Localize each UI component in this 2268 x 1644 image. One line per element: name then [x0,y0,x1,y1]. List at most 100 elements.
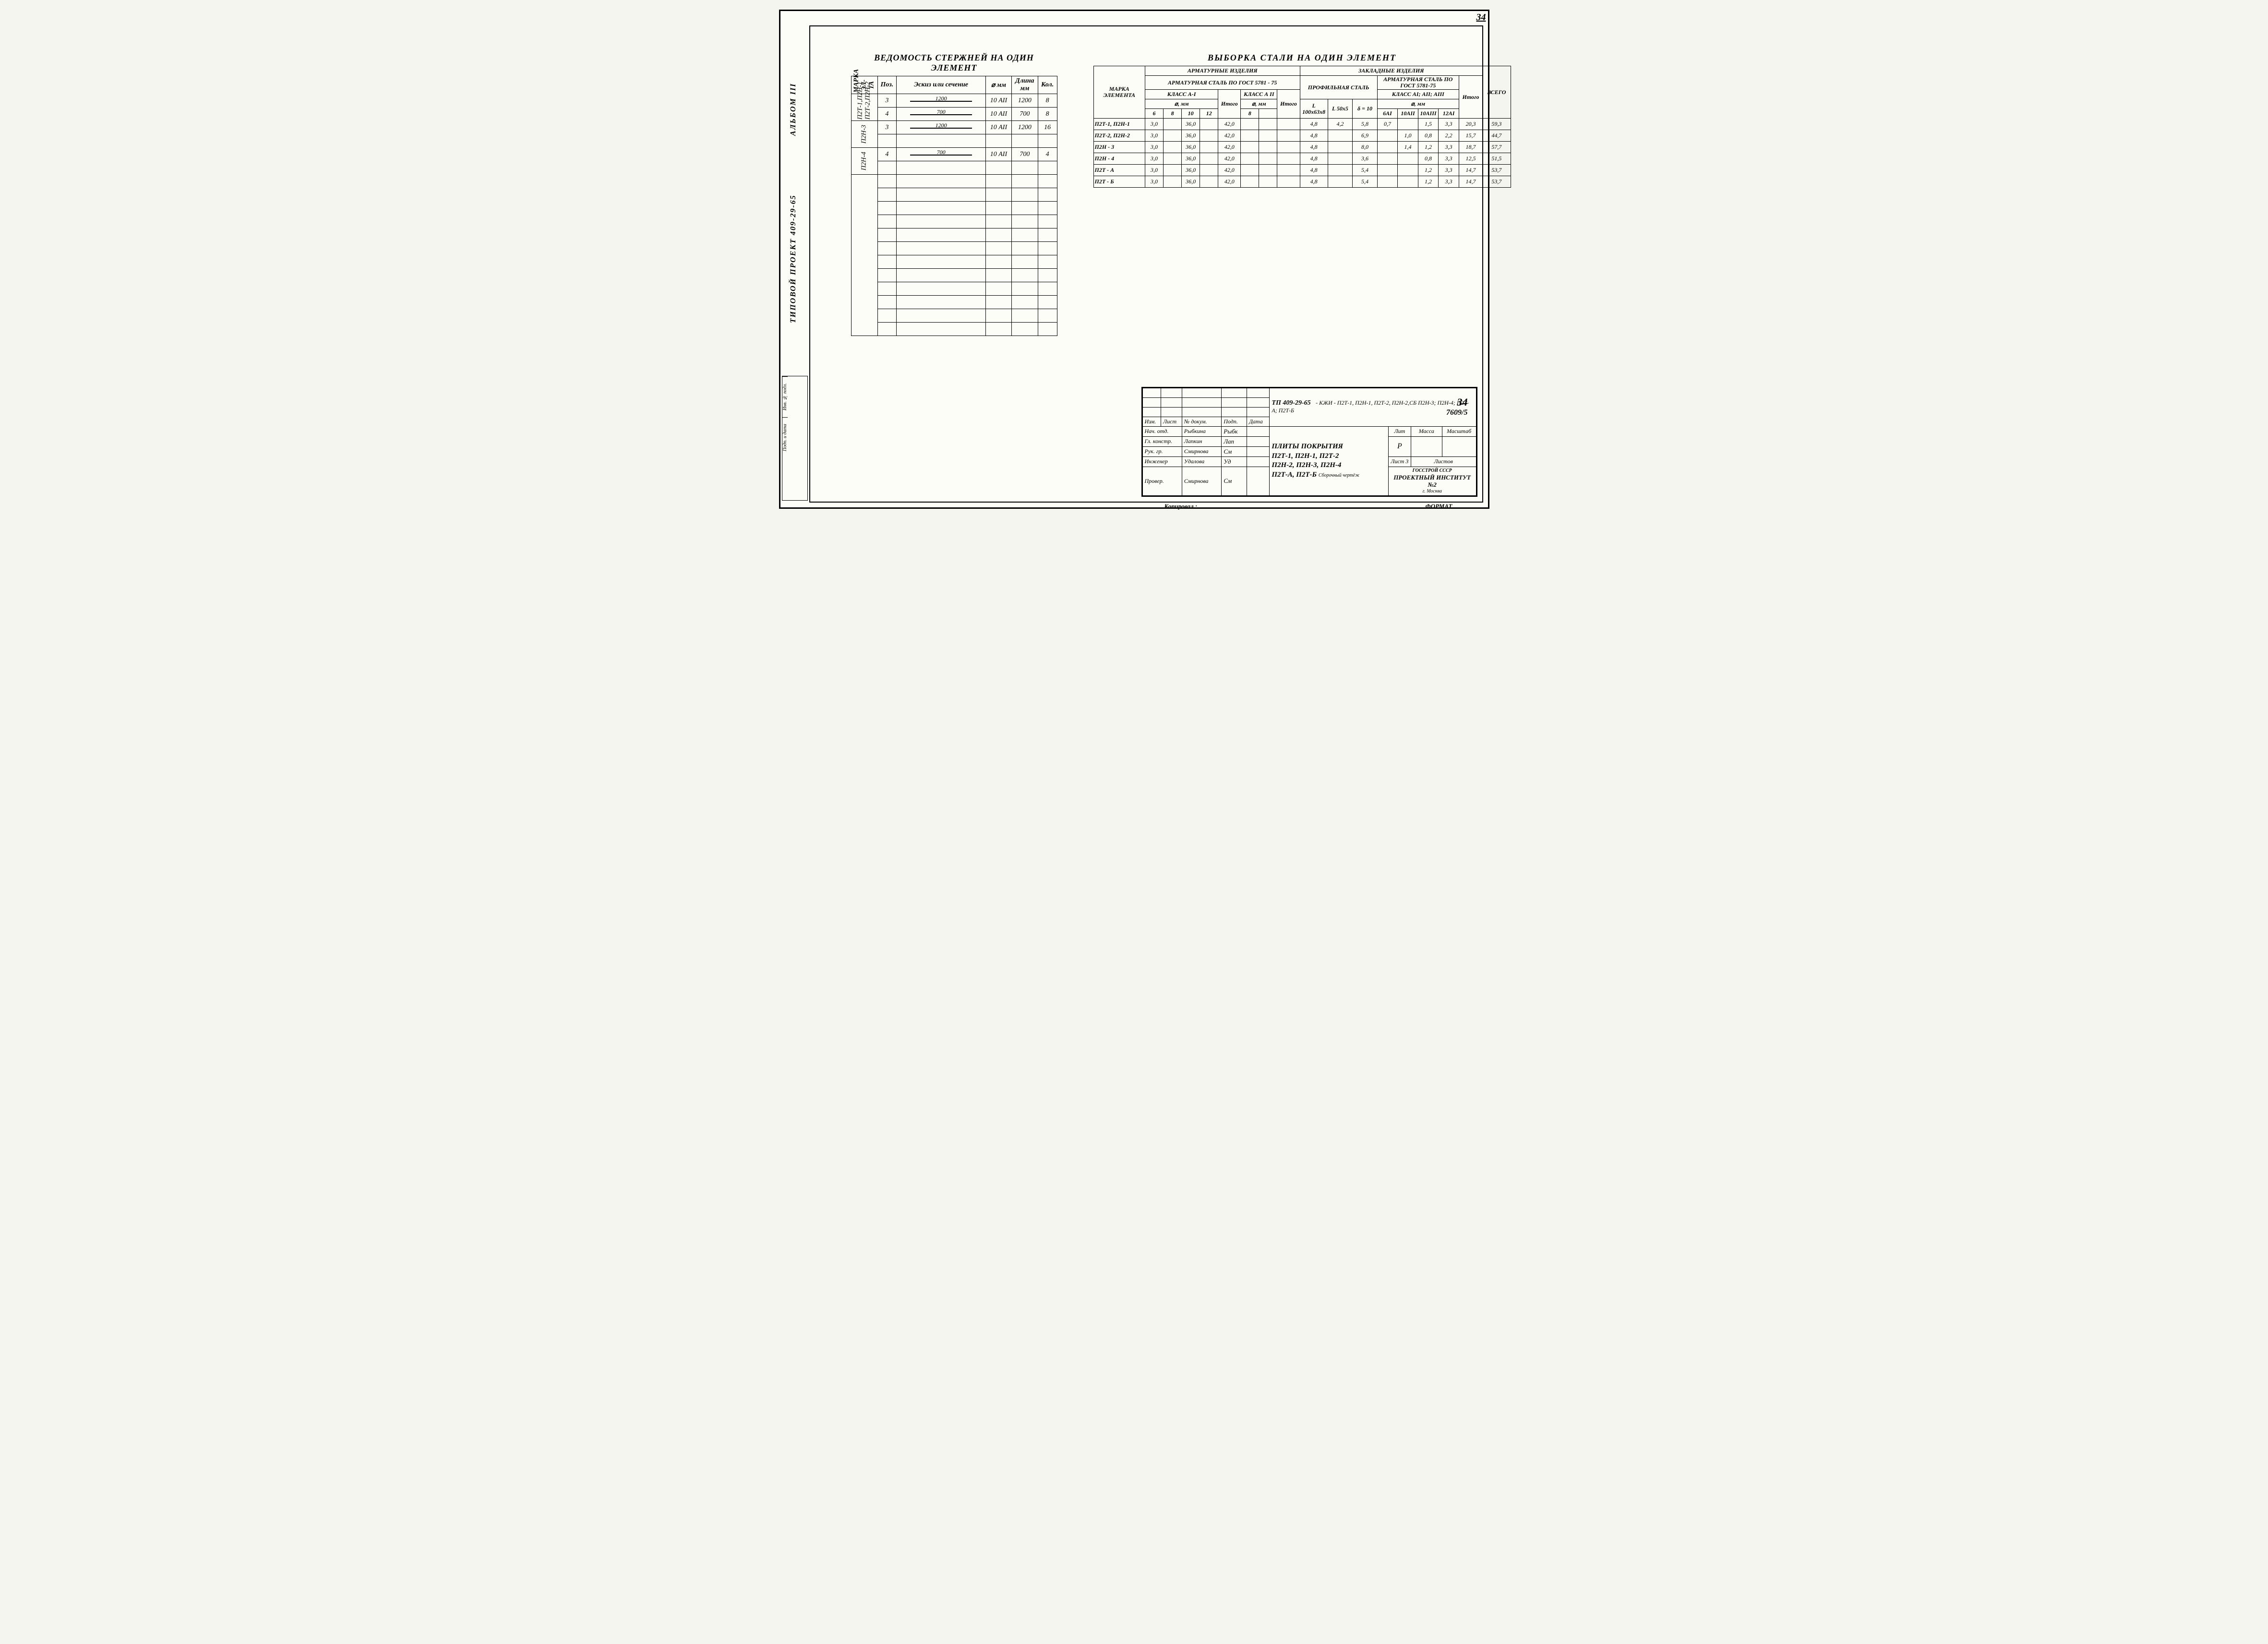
stamp-podp: Подп. и дата [782,417,788,458]
rod-list-table-wrap: ВЕДОМОСТЬ СТЕРЖНЕЙ НА ОДИН ЭЛЕМЕНТ МАРКА… [851,53,1057,336]
t2-val-cell [1277,119,1300,130]
t2-mark-cell: П2Т-1, П2Н-1 [1093,119,1145,130]
blank-cell [897,188,986,202]
t2-val-cell: 59,3 [1483,119,1511,130]
t2-h12: 12 [1200,109,1218,119]
len-cell [1011,161,1038,175]
t2-val-cell [1277,153,1300,165]
blank-cell [985,202,1011,215]
steel-summary-table: МАРКА ЭЛЕМЕНТА АРМАТУРНЫЕ ИЗДЕЛИЯ ЗАКЛАД… [1093,66,1511,188]
tb-list3: Лист 3 [1388,456,1411,467]
drawing-main-title: ПЛИТЫ ПОКРЫТИЯ П2Т-1, П2Н-1, П2Т-2 П2Н-2… [1270,426,1388,495]
sig-3: Уд [1222,456,1247,467]
rod-list-title: ВЕДОМОСТЬ СТЕРЖНЕЙ НА ОДИН ЭЛЕМЕНТ [851,53,1057,73]
diam-cell: 10 АII [985,108,1011,121]
qty-cell: 8 [1038,94,1057,108]
stamp-inv: Инв. № подл. [782,376,788,417]
qty-cell: 16 [1038,121,1057,134]
t2-val-cell: 42,0 [1218,142,1241,153]
col-qty: Кол. [1038,76,1057,94]
t2-val-cell: 0,8 [1418,130,1439,142]
t2-val-cell: 3,3 [1439,142,1459,153]
sketch-cell: 700 [897,108,986,121]
t2-mark-cell: П2Н - 4 [1093,153,1145,165]
t2-val-cell: 57,7 [1483,142,1511,153]
pos-cell: 3 [877,94,897,108]
t2-val-cell: 3,0 [1145,176,1163,188]
t2-val-cell [1259,165,1277,176]
drawing-code: ТП 409-29-65 - КЖИ - П2Т-1, П2Н-1, П2Т-2… [1270,388,1476,426]
t2-val-cell [1164,119,1182,130]
blank-cell [897,228,986,242]
t2-val-cell: 44,7 [1483,130,1511,142]
len-cell: 700 [1011,108,1038,121]
t2-h8: 8 [1164,109,1182,119]
blank-cell [1011,269,1038,282]
t2-val-cell [1164,165,1182,176]
t2-val-cell: 1,5 [1418,119,1439,130]
pos-cell [877,161,897,175]
blank-cell [897,215,986,228]
t2-val-cell [1164,153,1182,165]
blank-cell [985,296,1011,309]
t2-val-cell: 42,0 [1218,153,1241,165]
rod-list-table: МАРКА ЭЛ-ТА Поз. Эскиз или сечение ⌀ мм … [851,76,1057,336]
pos-cell: 4 [877,148,897,161]
t2-val-cell: 53,7 [1483,165,1511,176]
blank-cell [985,323,1011,336]
t2-diam2: ⌀, мм [1241,99,1277,109]
blank-cell [897,296,986,309]
tb-lit: Лит [1388,426,1411,436]
t2-val-cell [1328,165,1353,176]
t2-d6a1: 6АI [1377,109,1398,119]
len-cell [1011,134,1038,148]
t2-zak: ЗАКЛАДНЫЕ ИЗДЕЛИЯ [1300,66,1483,76]
len-cell: 1200 [1011,94,1038,108]
tb-ndok: № докум. [1182,417,1221,426]
t2-prof: ПРОФИЛЬНАЯ СТАЛЬ [1300,76,1377,99]
tb-data: Дата [1247,417,1270,426]
blank-cell [1038,282,1057,296]
t2-val-cell: 36,0 [1182,119,1200,130]
t2-it1: Итого [1218,90,1241,119]
steel-summary-title: ВЫБОРКА СТАЛИ НА ОДИН ЭЛЕМЕНТ [1093,53,1511,63]
t2-val-cell [1398,176,1418,188]
tb-podp: Подп. [1222,417,1247,426]
t2-val-cell: 53,7 [1483,176,1511,188]
tb-mash: Масштаб [1442,426,1476,436]
tb-list: Лист [1161,417,1182,426]
blank-cell [1011,242,1038,255]
t2-val-cell [1259,142,1277,153]
t2-d10a3: 10АIII [1418,109,1439,119]
blank-cell [985,242,1011,255]
blank-cell [877,282,897,296]
t2-cla2: КЛАСС А II [1241,90,1277,99]
name-1: Лапкин [1182,436,1221,446]
t2-val-cell [1241,142,1259,153]
t2-val-cell [1277,142,1300,153]
t2-mark: МАРКА ЭЛЕМЕНТА [1093,66,1145,119]
t2-val-cell: 36,0 [1182,176,1200,188]
inner-frame: ВЕДОМОСТЬ СТЕРЖНЕЙ НА ОДИН ЭЛЕМЕНТ МАРКА… [809,25,1483,503]
blank-cell [1038,242,1057,255]
qty-cell [1038,134,1057,148]
t2-val-cell: 3,0 [1145,119,1163,130]
t2-val-cell [1164,142,1182,153]
t2-val-cell [1200,119,1218,130]
t2-mark-cell: П2Н - 3 [1093,142,1145,153]
pos-cell: 3 [877,121,897,134]
t2-blank [1259,109,1277,119]
t2-val-cell [1377,165,1398,176]
blank-cell [897,282,986,296]
t2-val-cell [1277,165,1300,176]
blank-cell [1011,215,1038,228]
side-project-label: ТИПОВОЙ ПРОЕКТ 409-29-65 [789,155,798,323]
blank-cell [877,215,897,228]
sig-4: См [1222,467,1247,495]
t2-val-cell: 3,0 [1145,142,1163,153]
footer-labels: Копировал : ФОРМАТ [1164,503,1452,510]
t2-vsego: ВСЕГО [1483,66,1511,119]
blank-cell [897,323,986,336]
t2-cla1: КЛАСС А-I [1145,90,1218,99]
blank-cell [877,255,897,269]
